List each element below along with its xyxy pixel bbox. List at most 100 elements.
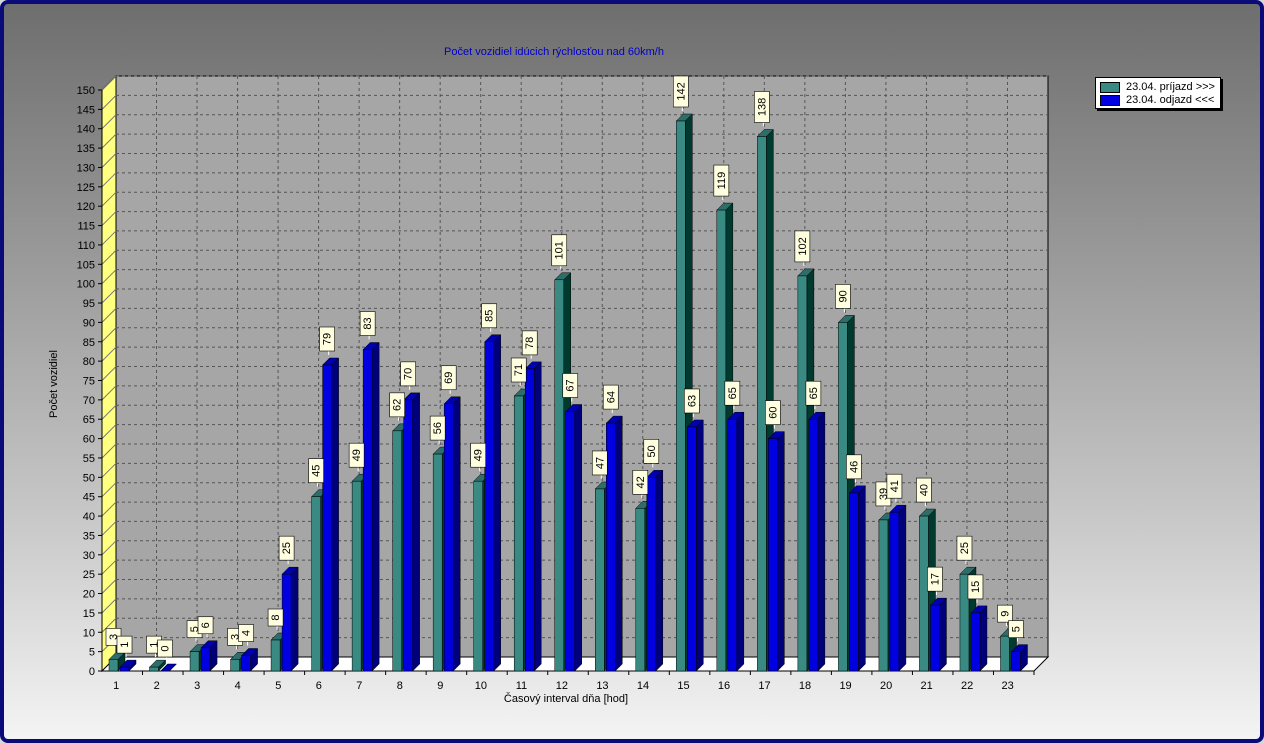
y-tick-label: 130 bbox=[77, 162, 95, 174]
bar-arrival bbox=[716, 209, 727, 672]
gridline-y-side bbox=[101, 404, 117, 420]
y-tick-label: 80 bbox=[83, 356, 95, 368]
data-label-departure: 25 bbox=[281, 542, 293, 554]
gridline-y-side bbox=[101, 366, 117, 381]
data-label-arrival-box bbox=[997, 604, 1013, 623]
gridline-y-side bbox=[101, 501, 117, 517]
bar-departure bbox=[970, 612, 981, 672]
bar-arrival bbox=[473, 480, 483, 672]
gridline-y-side bbox=[101, 385, 117, 401]
data-label-departure: 83 bbox=[362, 317, 374, 329]
bar-arrival bbox=[149, 666, 159, 672]
data-label-departure: 70 bbox=[403, 368, 415, 380]
y-tick-label: 40 bbox=[83, 511, 95, 523]
bar-arrival bbox=[270, 639, 281, 672]
gridline-y-side bbox=[101, 598, 117, 614]
data-label-departure-box bbox=[562, 373, 579, 398]
y-tick-label: 95 bbox=[83, 298, 95, 310]
data-label-departure: 63 bbox=[686, 395, 698, 407]
data-label-arrival-box bbox=[591, 450, 608, 476]
bar-departure bbox=[281, 573, 292, 672]
y-axis-label: Počet vozidiel bbox=[48, 350, 60, 418]
data-label-arrival-box bbox=[470, 442, 486, 468]
bar-departure-side bbox=[817, 411, 826, 672]
bar-departure-side bbox=[533, 361, 542, 672]
data-label-arrival: 142 bbox=[675, 82, 687, 100]
x-tick-label: 8 bbox=[397, 680, 403, 692]
y-tick-label: 50 bbox=[83, 472, 95, 484]
x-tick-label: 7 bbox=[356, 680, 362, 692]
x-tick-label: 2 bbox=[154, 680, 160, 692]
bar-arrival bbox=[189, 651, 200, 672]
x-tick-label: 23 bbox=[1002, 680, 1014, 692]
bar-departure bbox=[727, 418, 738, 672]
data-label-arrival-box bbox=[916, 477, 932, 503]
data-label-departure-box bbox=[521, 330, 538, 356]
x-tick-label: 20 bbox=[880, 680, 892, 692]
data-label-arrival: 49 bbox=[473, 449, 485, 461]
y-tick-label: 45 bbox=[83, 492, 95, 504]
data-label-departure: 60 bbox=[767, 406, 779, 418]
x-tick-label: 17 bbox=[758, 680, 770, 692]
gridline-y-side bbox=[101, 153, 117, 168]
x-tick-label: 4 bbox=[235, 680, 241, 692]
gridline-y-side bbox=[101, 230, 117, 246]
data-label-departure-box bbox=[319, 326, 335, 352]
data-label-departure: 17 bbox=[929, 573, 941, 585]
x-axis-label: Časový interval dňa [hod] bbox=[504, 692, 628, 705]
data-label-departure-box bbox=[602, 384, 619, 410]
gridline-y-side bbox=[101, 249, 117, 265]
y-tick-label: 105 bbox=[77, 259, 95, 271]
data-label-arrival: 3 bbox=[230, 634, 242, 640]
y-tick-label: 135 bbox=[77, 143, 95, 155]
data-label-departure: 69 bbox=[443, 372, 455, 384]
data-label-departure-box bbox=[967, 574, 984, 600]
bar-arrival bbox=[432, 453, 443, 672]
gridline-y-side bbox=[101, 211, 117, 226]
bar-departure bbox=[687, 426, 697, 672]
gridline-y-side bbox=[101, 114, 117, 130]
y-tick-label: 85 bbox=[83, 337, 95, 349]
bar-departure bbox=[443, 403, 454, 672]
data-label-departure-box bbox=[440, 365, 457, 391]
x-tick-label: 15 bbox=[677, 680, 689, 692]
bar-arrival bbox=[230, 659, 240, 672]
x-tick-label: 14 bbox=[637, 680, 649, 692]
gridline-y-side bbox=[101, 521, 117, 536]
data-label-arrival: 8 bbox=[270, 614, 282, 620]
y-tick-label: 30 bbox=[83, 550, 95, 562]
data-label-arrival: 71 bbox=[513, 364, 525, 376]
bar-departure-side bbox=[777, 430, 785, 672]
data-label-arrival-box bbox=[794, 230, 811, 263]
data-label-arrival-box bbox=[308, 458, 324, 484]
bar-departure-side bbox=[493, 334, 501, 672]
bar-arrival bbox=[676, 120, 686, 672]
bar-arrival bbox=[392, 430, 402, 672]
bar-departure bbox=[1011, 651, 1021, 672]
x-tick-label: 11 bbox=[516, 680, 527, 692]
x-tick-label: 21 bbox=[920, 680, 932, 692]
data-label-arrival: 1 bbox=[149, 642, 161, 648]
bar-arrival bbox=[878, 519, 889, 672]
data-label-departure: 46 bbox=[848, 461, 860, 473]
gridline-y-side bbox=[101, 482, 117, 498]
bar-departure-side bbox=[858, 485, 866, 672]
x-tick-label: 3 bbox=[194, 680, 200, 692]
data-label-departure: 50 bbox=[646, 445, 658, 457]
bar-arrival bbox=[311, 496, 321, 672]
x-tick-label: 16 bbox=[718, 680, 730, 692]
data-label-departure: 1 bbox=[119, 642, 131, 648]
data-label-arrival: 47 bbox=[594, 457, 606, 469]
data-label-arrival: 5 bbox=[189, 626, 201, 632]
bar-departure bbox=[565, 411, 575, 672]
bar-departure-side bbox=[412, 392, 420, 672]
bar-chart: 0510152025303540455055606570758085909510… bbox=[48, 46, 1050, 705]
data-label-departure-box bbox=[116, 635, 133, 654]
data-label-arrival: 3 bbox=[108, 634, 120, 640]
x-tick-label: 5 bbox=[275, 680, 281, 692]
data-label-arrival-box bbox=[389, 392, 405, 418]
bar-departure-side bbox=[452, 396, 461, 672]
bar-departure bbox=[930, 604, 940, 672]
bar-departure-side bbox=[979, 605, 988, 672]
gridline-y-side bbox=[101, 617, 117, 633]
